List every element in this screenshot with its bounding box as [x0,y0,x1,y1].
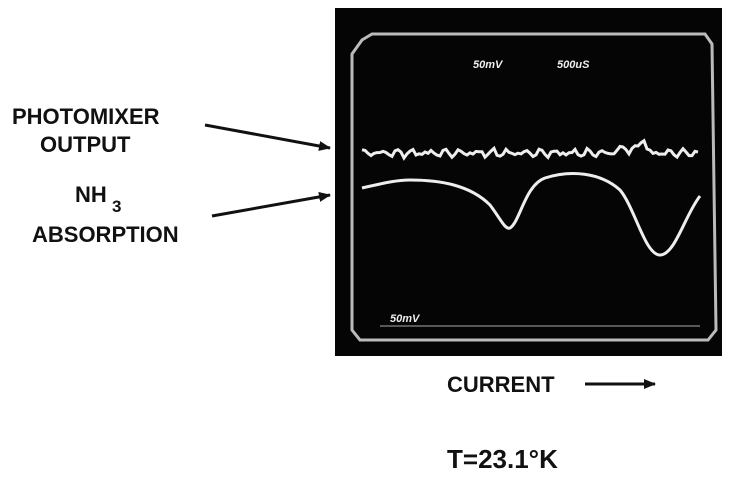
label-nh: NH [75,182,107,207]
label-photomixer: PHOTOMIXER [12,104,160,129]
absorption-trace [361,172,702,257]
label-subscript: 3 [112,197,121,216]
screen-label: 50mV [390,313,421,325]
label-output: OUTPUT [40,132,131,157]
label-absorption: ABSORPTION [32,222,179,247]
temperature: T=23.1°K [447,444,558,474]
photomixer-trace [361,138,699,161]
screen-frame [350,32,718,342]
x-label: CURRENT [447,372,555,397]
arrow [211,192,331,218]
arrow [204,123,331,151]
screen-label: 50mV [473,59,504,71]
screen-label: 500uS [557,59,590,71]
